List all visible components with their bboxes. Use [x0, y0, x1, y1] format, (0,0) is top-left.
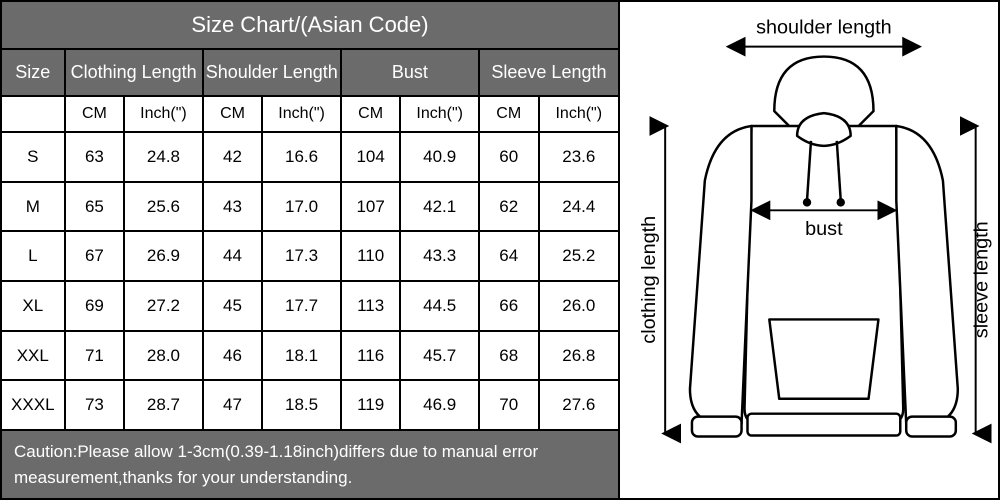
- cell-bu_cm: 113: [342, 282, 402, 330]
- table-header-row: Size Clothing Length Shoulder Length Bus…: [2, 50, 618, 97]
- cell-sl_cm: 70: [480, 381, 540, 429]
- cell-bu_in: 42.1: [401, 183, 479, 231]
- table-body: S6324.84216.610440.96023.6M6525.64317.01…: [2, 133, 618, 431]
- subheader-sh-cm: CM: [204, 97, 264, 131]
- subheader-cl-cm: CM: [66, 97, 126, 131]
- cell-cl_in: 26.9: [125, 232, 203, 280]
- subheader-sl-inch: Inch("): [540, 97, 618, 131]
- cell-sl_cm: 60: [480, 133, 540, 181]
- cell-bu_cm: 110: [342, 232, 402, 280]
- cell-cl_in: 28.0: [125, 332, 203, 380]
- cell-sh_in: 17.7: [263, 282, 341, 330]
- header-shoulder-length: Shoulder Length: [204, 50, 342, 95]
- cell-size: L: [2, 232, 66, 280]
- cell-bu_cm: 119: [342, 381, 402, 429]
- hoodie-outline: [690, 57, 958, 437]
- cell-size: S: [2, 133, 66, 181]
- cell-sh_in: 18.1: [263, 332, 341, 380]
- size-chart-table: Size Chart/(Asian Code) Size Clothing Le…: [0, 0, 620, 500]
- cell-size: XXXL: [2, 381, 66, 429]
- cell-sh_in: 18.5: [263, 381, 341, 429]
- cell-bu_in: 40.9: [401, 133, 479, 181]
- label-bust: bust: [805, 218, 843, 240]
- header-sleeve-length: Sleeve Length: [480, 50, 618, 95]
- subheader-bu-cm: CM: [342, 97, 402, 131]
- cell-size: M: [2, 183, 66, 231]
- hoodie-diagram: shoulder length: [620, 0, 1000, 500]
- cell-cl_in: 24.8: [125, 133, 203, 181]
- cell-sh_cm: 46: [204, 332, 264, 380]
- header-size: Size: [2, 50, 66, 95]
- subheader-cl-inch: Inch("): [125, 97, 203, 131]
- table-row: M6525.64317.010742.16224.4: [2, 183, 618, 233]
- header-bust: Bust: [342, 50, 480, 95]
- cell-size: XXL: [2, 332, 66, 380]
- subheader-sl-cm: CM: [480, 97, 540, 131]
- cell-sh_cm: 47: [204, 381, 264, 429]
- cell-sh_cm: 44: [204, 232, 264, 280]
- cell-bu_in: 44.5: [401, 282, 479, 330]
- header-clothing-length: Clothing Length: [66, 50, 204, 95]
- table-row: XXXL7328.74718.511946.97027.6: [2, 381, 618, 431]
- cell-sh_in: 17.3: [263, 232, 341, 280]
- table-row: XL6927.24517.711344.56626.0: [2, 282, 618, 332]
- cell-bu_cm: 116: [342, 332, 402, 380]
- label-sleeve-length: sleeve length: [971, 221, 993, 338]
- cell-sh_in: 17.0: [263, 183, 341, 231]
- cell-sl_in: 26.8: [540, 332, 618, 380]
- cell-cl_cm: 69: [66, 282, 126, 330]
- cell-bu_in: 43.3: [401, 232, 479, 280]
- subheader-bu-inch: Inch("): [401, 97, 479, 131]
- cell-sl_in: 26.0: [540, 282, 618, 330]
- cell-cl_cm: 63: [66, 133, 126, 181]
- cell-bu_cm: 107: [342, 183, 402, 231]
- label-shoulder: shoulder length: [756, 17, 892, 39]
- table-row: S6324.84216.610440.96023.6: [2, 133, 618, 183]
- cell-sl_in: 23.6: [540, 133, 618, 181]
- cell-sl_in: 25.2: [540, 232, 618, 280]
- cell-bu_in: 45.7: [401, 332, 479, 380]
- subheader-sh-inch: Inch("): [263, 97, 341, 131]
- cell-sh_in: 16.6: [263, 133, 341, 181]
- cell-sh_cm: 43: [204, 183, 264, 231]
- cell-cl_in: 27.2: [125, 282, 203, 330]
- subheader-blank: [2, 97, 66, 131]
- cell-cl_cm: 67: [66, 232, 126, 280]
- cell-cl_cm: 73: [66, 381, 126, 429]
- cell-sl_cm: 66: [480, 282, 540, 330]
- cell-cl_in: 25.6: [125, 183, 203, 231]
- cell-sl_cm: 62: [480, 183, 540, 231]
- table-title: Size Chart/(Asian Code): [2, 2, 618, 50]
- cell-bu_cm: 104: [342, 133, 402, 181]
- table-row: XXL7128.04618.111645.76826.8: [2, 332, 618, 382]
- cell-sh_cm: 42: [204, 133, 264, 181]
- cell-bu_in: 46.9: [401, 381, 479, 429]
- cell-sl_cm: 64: [480, 232, 540, 280]
- label-clothing-length: clothing length: [638, 216, 660, 344]
- cell-sl_in: 24.4: [540, 183, 618, 231]
- caution-text: Caution:Please allow 1-3cm(0.39-1.18inch…: [2, 431, 618, 498]
- table-subheader-row: CM Inch(") CM Inch(") CM Inch(") CM Inch…: [2, 97, 618, 133]
- cell-cl_cm: 71: [66, 332, 126, 380]
- cell-cl_in: 28.7: [125, 381, 203, 429]
- cell-sh_cm: 45: [204, 282, 264, 330]
- cell-sl_cm: 68: [480, 332, 540, 380]
- cell-sl_in: 27.6: [540, 381, 618, 429]
- cell-size: XL: [2, 282, 66, 330]
- cell-cl_cm: 65: [66, 183, 126, 231]
- table-row: L6726.94417.311043.36425.2: [2, 232, 618, 282]
